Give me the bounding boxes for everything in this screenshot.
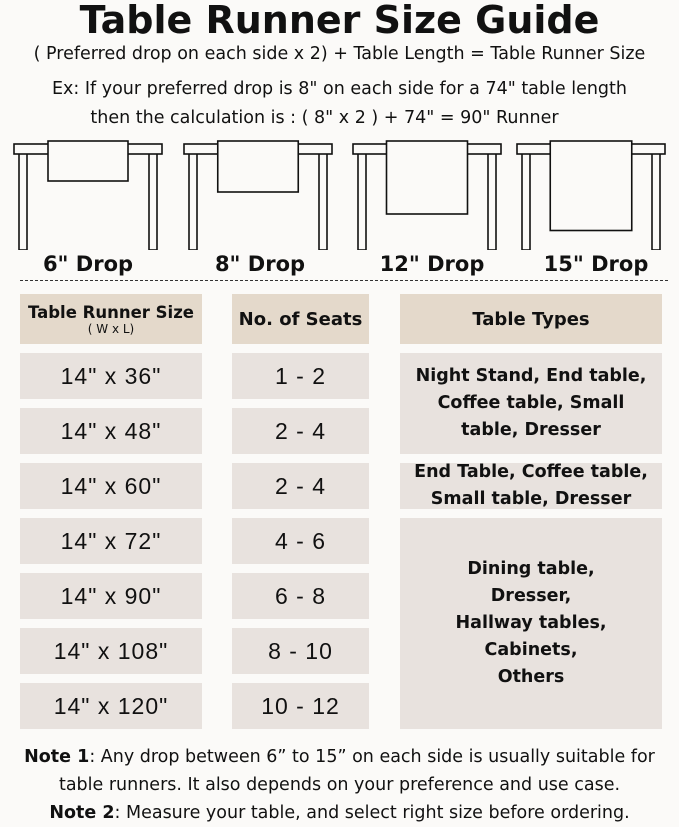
header-size-sub: ( W x L) bbox=[87, 321, 135, 336]
header-types: Table Types bbox=[400, 294, 662, 344]
table-leg bbox=[18, 151, 28, 250]
seats-cell: 1 - 2 bbox=[232, 353, 369, 399]
seats-cell: 10 - 12 bbox=[232, 683, 369, 729]
divider bbox=[20, 280, 668, 281]
seats-cell: 2 - 4 bbox=[232, 408, 369, 454]
seats-cell: 4 - 6 bbox=[232, 518, 369, 564]
note-2: Note 2: Measure your table, and select r… bbox=[0, 799, 679, 827]
size-cell: 14" x 72" bbox=[20, 518, 202, 564]
seats-cell: 6 - 8 bbox=[232, 573, 369, 619]
size-cell: 14" x 120" bbox=[20, 683, 202, 729]
size-cell: 14" x 90" bbox=[20, 573, 202, 619]
table-leg bbox=[651, 151, 661, 250]
table-runner bbox=[216, 140, 300, 193]
table-runner bbox=[47, 140, 129, 182]
header-size-label: Table Runner Size bbox=[27, 302, 194, 322]
drop-illustrations bbox=[13, 140, 666, 250]
size-cell: 14" x 60" bbox=[20, 463, 202, 509]
drop-label-6: 6" Drop bbox=[42, 252, 134, 276]
note-1-label: Note 1 bbox=[24, 747, 90, 767]
table-runner bbox=[385, 140, 469, 215]
example-line-1: Ex: If your preferred drop is 8" on each… bbox=[51, 79, 627, 99]
page-title: Table Runner Size Guide bbox=[79, 0, 600, 42]
drop-label-8: 8" Drop bbox=[214, 252, 306, 276]
size-cell: 14" x 108" bbox=[20, 628, 202, 674]
table-runner bbox=[549, 140, 633, 232]
drop-label-15: 15" Drop bbox=[543, 252, 649, 276]
table-leg bbox=[357, 151, 367, 250]
table-leg bbox=[148, 151, 158, 250]
table-leg bbox=[487, 151, 497, 250]
formula: ( Preferred drop on each side x 2) + Tab… bbox=[33, 44, 646, 64]
seats-cell: 8 - 10 bbox=[232, 628, 369, 674]
header-seats: No. of Seats bbox=[232, 294, 369, 344]
note-1-text: : Any drop between 6” to 15” on each sid… bbox=[58, 747, 655, 795]
table-leg bbox=[188, 151, 198, 250]
note-2-text: : Measure your table, and select right s… bbox=[114, 803, 630, 823]
drop-label-12: 12" Drop bbox=[379, 252, 485, 276]
types-cell-medium: End Table, Coffee table, Small table, Dr… bbox=[400, 462, 662, 509]
table-leg bbox=[521, 151, 531, 250]
example-line-2: then the calculation is : ( 8" x 2 ) + 7… bbox=[90, 108, 559, 128]
size-cell: 14" x 48" bbox=[20, 408, 202, 454]
size-cell: 14" x 36" bbox=[20, 353, 202, 399]
note-1: Note 1: Any drop between 6” to 15” on ea… bbox=[0, 743, 679, 799]
types-cell-small: Night Stand, End table, Coffee table, Sm… bbox=[400, 353, 662, 454]
seats-cell: 2 - 4 bbox=[232, 463, 369, 509]
header-size: Table Runner Size ( W x L) bbox=[20, 294, 202, 344]
table-leg bbox=[318, 151, 328, 250]
types-cell-large: Dining table, Dresser, Hallway tables, C… bbox=[400, 518, 662, 729]
note-2-label: Note 2 bbox=[49, 803, 115, 823]
